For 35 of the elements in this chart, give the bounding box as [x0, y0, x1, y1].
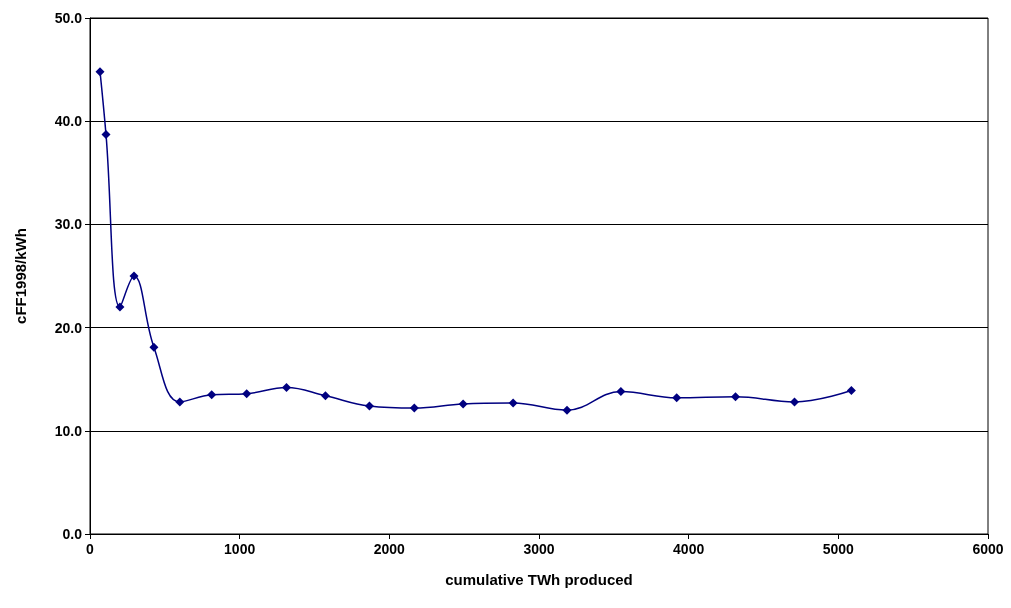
point: [101, 130, 111, 140]
point: [149, 342, 159, 352]
x-tick-label: 5000: [822, 541, 855, 557]
point: [789, 397, 799, 407]
point: [409, 403, 419, 413]
x-tick-label: 2000: [373, 541, 406, 557]
point: [672, 393, 682, 403]
y-tick-label: 30.0: [54, 216, 83, 233]
y-tick-label: 0.0: [62, 526, 83, 542]
point: [282, 382, 292, 392]
x-tick-label: 4000: [673, 541, 705, 557]
point: [508, 398, 518, 408]
x-tick-label: 0: [86, 541, 95, 557]
point: [458, 399, 468, 409]
point: [616, 387, 626, 397]
y-tick-label: 10.0: [54, 422, 83, 439]
point: [175, 397, 185, 407]
y-tick-label: 50.0: [54, 10, 83, 26]
y-tick-label: 40.0: [54, 113, 83, 130]
point: [115, 302, 125, 312]
x-tick-label: 1000: [224, 541, 256, 557]
point: [846, 386, 856, 396]
x-tick-label: 3000: [523, 541, 555, 557]
y-axis-title: cFF1998/kWh: [12, 228, 29, 324]
point: [364, 401, 374, 411]
x-tick-label: 6000: [972, 541, 1004, 557]
point: [207, 390, 217, 400]
point: [731, 392, 741, 402]
point: [562, 405, 572, 415]
point: [242, 389, 252, 399]
x-axis-title: cumulative TWh produced: [445, 571, 633, 588]
point: [320, 391, 330, 401]
point: [95, 67, 105, 77]
point: [129, 271, 139, 281]
y-tick-label: 20.0: [54, 319, 83, 336]
